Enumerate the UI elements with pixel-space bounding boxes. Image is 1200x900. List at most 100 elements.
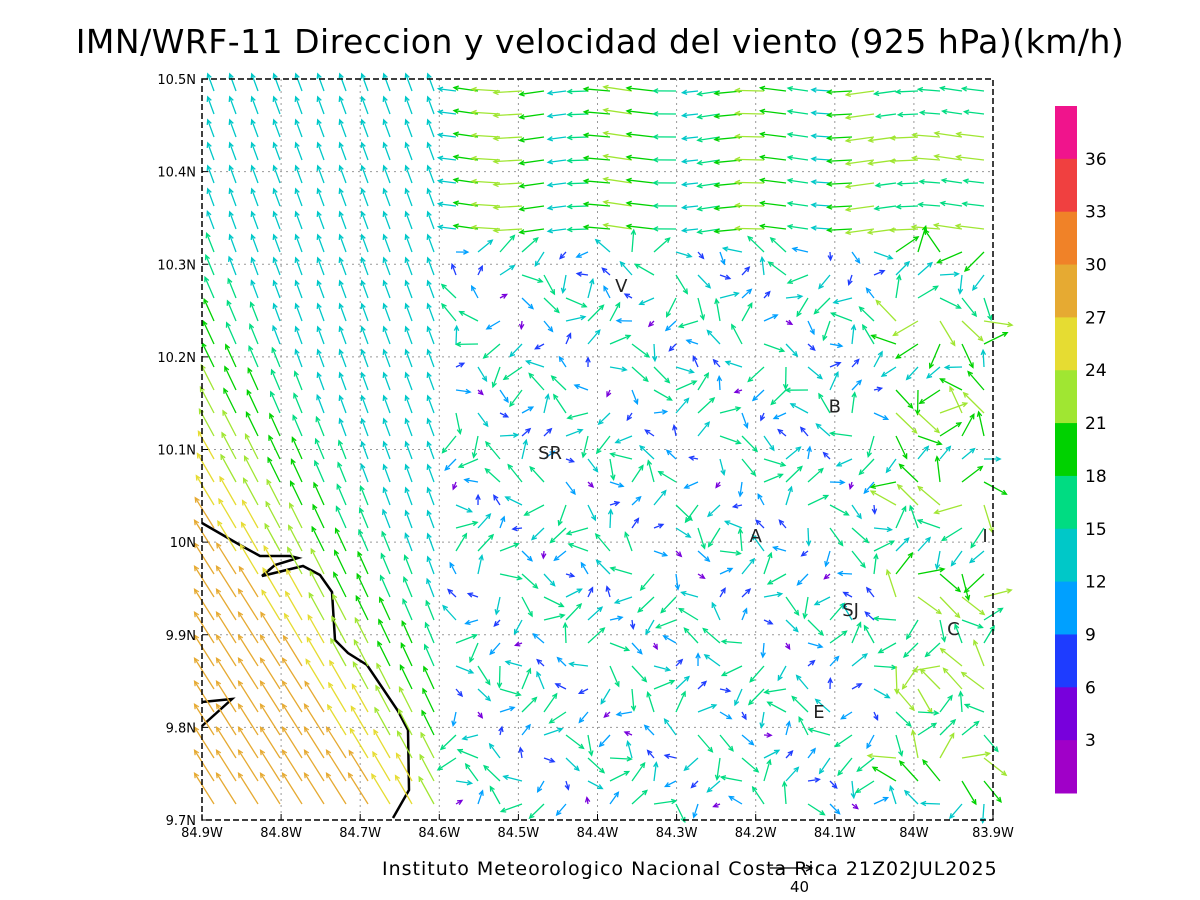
wind-vector <box>766 701 787 713</box>
wind-vector <box>851 621 862 644</box>
wind-vector <box>758 108 787 115</box>
wind-vector <box>549 527 567 544</box>
wind-vector <box>896 180 919 187</box>
wind-vector <box>873 386 884 392</box>
wind-vector <box>733 225 765 232</box>
wind-vector <box>218 497 237 529</box>
wind-vector <box>441 302 457 322</box>
wind-vector <box>638 297 655 306</box>
wind-vector <box>850 323 857 345</box>
wind-vector <box>584 796 591 805</box>
wind-vector <box>294 187 303 207</box>
wind-vector <box>866 734 875 750</box>
wind-vector <box>382 302 391 322</box>
wind-vector <box>316 348 325 368</box>
wind-vector <box>963 703 985 713</box>
wind-vector <box>939 647 963 667</box>
wind-vector <box>873 664 898 671</box>
wind-vector <box>720 638 743 645</box>
wind-vector <box>455 388 472 395</box>
colorbar-segment <box>1055 687 1077 741</box>
wind-vector <box>193 725 215 759</box>
wind-vector <box>338 279 347 299</box>
wind-vector <box>587 606 604 621</box>
wind-vector <box>568 661 589 668</box>
wind-vector <box>609 566 633 575</box>
wind-vector <box>668 343 677 352</box>
wind-vector <box>562 621 569 644</box>
wind-vector <box>250 164 259 184</box>
wind-vector <box>293 370 303 391</box>
wind-vector <box>237 771 259 805</box>
wind-vector <box>810 179 831 185</box>
wind-vector <box>499 542 520 552</box>
wind-vector <box>609 770 631 782</box>
wind-vector <box>404 394 413 414</box>
wind-vector <box>469 642 479 664</box>
wind-vector <box>450 262 457 276</box>
x-tick-label: 84.3W <box>656 826 698 841</box>
wind-vector <box>728 795 743 805</box>
wind-vector <box>894 88 919 95</box>
wind-vector <box>314 437 325 460</box>
wind-vector <box>854 780 875 794</box>
wind-vector <box>521 406 535 414</box>
wind-vector <box>961 596 986 616</box>
wind-vector <box>653 550 669 557</box>
wind-vector <box>281 725 303 759</box>
wind-vector <box>716 374 723 391</box>
wind-vector <box>940 527 963 542</box>
wind-vector <box>294 72 303 92</box>
wind-vector <box>382 164 391 184</box>
wind-vector <box>404 72 413 92</box>
wind-vector <box>587 481 595 489</box>
wind-vector <box>631 517 640 529</box>
wind-vector <box>470 224 501 231</box>
wind-vector <box>477 789 484 805</box>
wind-vector <box>426 348 435 368</box>
wind-vector <box>723 520 743 529</box>
wind-vector <box>697 703 718 713</box>
wind-vector <box>587 780 604 790</box>
wind-vector <box>837 757 853 777</box>
wind-vector <box>477 513 492 529</box>
wind-vector <box>350 705 369 736</box>
wind-vector <box>917 596 943 615</box>
wind-vector <box>261 589 281 621</box>
wind-vector <box>270 368 281 391</box>
wind-vector <box>404 417 413 437</box>
wind-vector <box>623 293 633 299</box>
wind-vector <box>294 210 303 230</box>
wind-vector <box>851 653 869 667</box>
wind-vector <box>471 435 479 459</box>
wind-vector <box>785 465 803 483</box>
wind-vector <box>379 574 391 598</box>
wind-vector <box>872 615 897 622</box>
wind-vector <box>403 554 413 575</box>
place-label-c: C <box>947 619 960 640</box>
wind-vector <box>851 358 860 368</box>
wind-vector <box>802 596 809 620</box>
wind-vector <box>934 455 941 483</box>
wind-vector <box>697 550 711 563</box>
wind-vector <box>758 154 787 161</box>
wind-vector <box>206 95 215 115</box>
wind-vector <box>566 226 589 233</box>
wind-vector <box>404 532 413 552</box>
wind-vector <box>609 665 620 688</box>
wind-vector <box>215 587 237 621</box>
wind-vector <box>934 550 941 571</box>
wind-vector <box>397 708 413 736</box>
wind-vector <box>334 527 347 552</box>
wind-vector <box>333 571 347 598</box>
wind-vector <box>436 757 457 771</box>
wind-vector <box>219 475 237 506</box>
wind-vector <box>426 118 435 138</box>
wind-vector <box>983 297 993 322</box>
wind-vector <box>703 654 721 667</box>
wind-vector <box>623 731 633 737</box>
wind-vector <box>543 596 565 608</box>
colorbar-segment <box>1055 158 1077 213</box>
wind-vector <box>917 285 939 299</box>
